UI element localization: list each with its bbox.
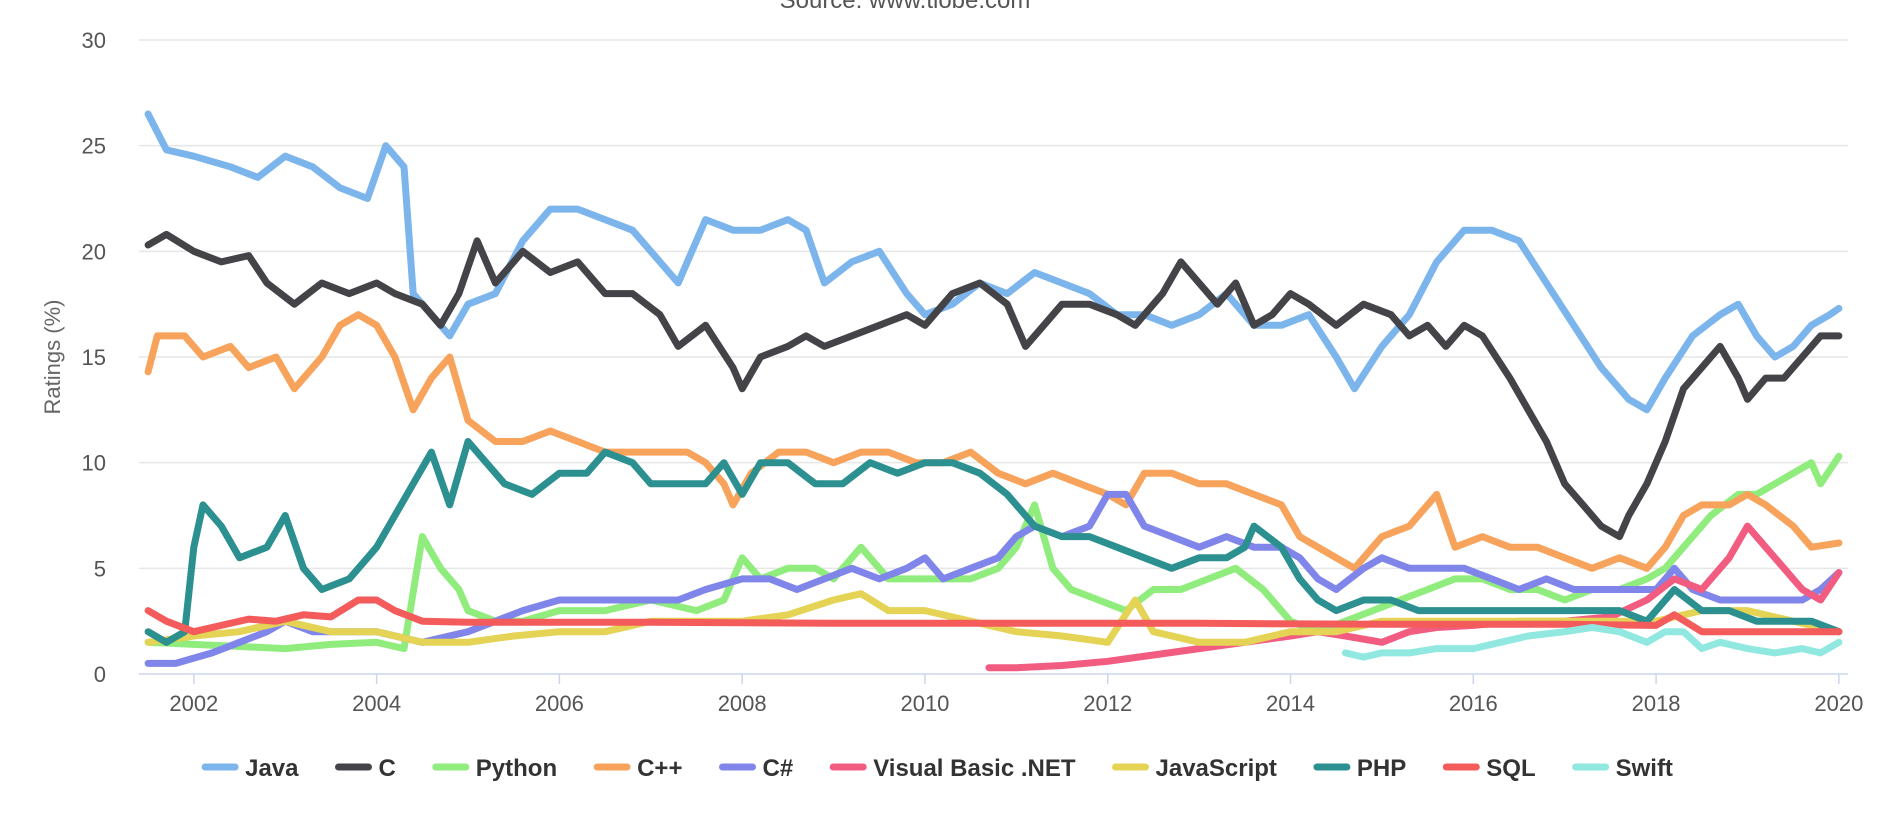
legend-label: Visual Basic .NET <box>873 755 1076 782</box>
x-tick-label: 2018 <box>1632 691 1681 716</box>
legend-item-swift[interactable]: Swift <box>1572 755 1673 782</box>
legend-label: C <box>379 755 396 782</box>
x-tick-label: 2004 <box>352 691 401 716</box>
legend-label: Java <box>245 755 299 782</box>
x-tick-label: 2020 <box>1814 691 1863 716</box>
x-tick-label: 2006 <box>535 691 584 716</box>
series-line-swift[interactable] <box>1341 624 1843 661</box>
x-tick-label: 2012 <box>1083 691 1132 716</box>
legend-item-c-[interactable]: C++ <box>593 755 682 782</box>
legend-item-python[interactable]: Python <box>432 755 557 782</box>
plot-area <box>144 110 1843 672</box>
legend-item-javascript[interactable]: JavaScript <box>1112 755 1277 782</box>
y-axis: 0 5 10 15 20 25 30 <box>82 28 106 687</box>
x-tick-label: 2002 <box>169 691 218 716</box>
series-line-php[interactable] <box>144 438 1843 646</box>
series-line-javascript[interactable] <box>144 590 1843 646</box>
legend-item-c-[interactable]: C# <box>719 755 794 782</box>
y-axis-title: Ratings (%) <box>40 300 65 415</box>
y-tick-label: 30 <box>82 28 106 53</box>
legend-label: JavaScript <box>1156 755 1277 782</box>
legend-label: Swift <box>1616 755 1673 782</box>
x-axis: 2002 2004 2006 2008 2010 2012 2014 2016 2018 2020 <box>169 674 1863 716</box>
legend-label: C++ <box>637 755 682 782</box>
x-tick-label: 2016 <box>1449 691 1498 716</box>
series-line-sql[interactable] <box>144 596 1843 636</box>
x-tick-label: 2008 <box>718 691 767 716</box>
legend-item-visual-basic-net[interactable]: Visual Basic .NET <box>829 755 1076 782</box>
legend-label: PHP <box>1357 755 1406 782</box>
series-line-c-[interactable] <box>144 311 1843 572</box>
y-tick-label: 25 <box>82 134 106 159</box>
legend-label: C# <box>763 755 794 782</box>
legend-item-php[interactable]: PHP <box>1313 755 1406 782</box>
y-tick-label: 10 <box>82 451 106 476</box>
y-tick-label: 0 <box>94 662 106 687</box>
chart-subtitle: Source: www.tiobe.com <box>780 0 1031 14</box>
y-tick-label: 5 <box>94 556 106 581</box>
legend-label: SQL <box>1486 755 1535 782</box>
y-tick-label: 15 <box>82 345 106 370</box>
legend-label: Python <box>476 755 557 782</box>
series-line-python[interactable] <box>144 452 1843 653</box>
series-line-java[interactable] <box>144 110 1843 414</box>
legend-item-c[interactable]: C <box>335 755 396 782</box>
x-tick-label: 2014 <box>1266 691 1315 716</box>
legend-item-sql[interactable]: SQL <box>1442 755 1536 782</box>
legend[interactable]: Java C Python C++ C# Visual Basic .NET JavaScr… <box>201 755 1673 782</box>
series-line-c[interactable] <box>144 230 1843 541</box>
legend-item-java[interactable]: Java <box>201 755 299 782</box>
y-tick-label: 20 <box>82 239 106 264</box>
x-tick-label: 2010 <box>900 691 949 716</box>
